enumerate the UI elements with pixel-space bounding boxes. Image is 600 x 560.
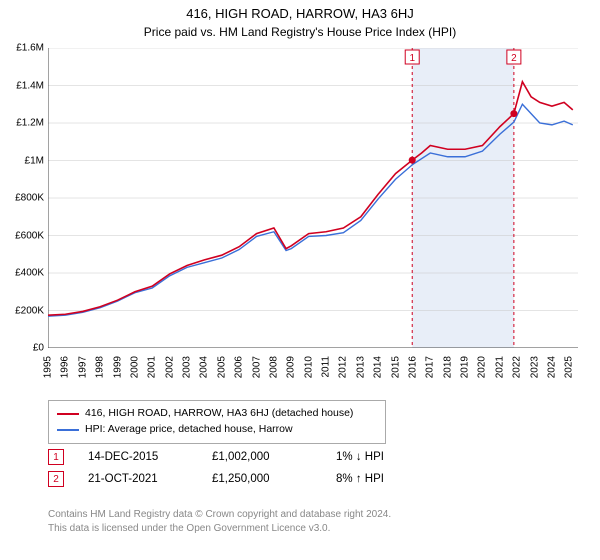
x-tick-label: 1998	[95, 356, 106, 378]
y-tick-label: £1M	[0, 155, 44, 166]
x-tick-label: 2016	[407, 356, 418, 378]
x-tick-label: 2003	[182, 356, 193, 378]
svg-text:1: 1	[409, 53, 415, 64]
svg-text:2: 2	[511, 53, 517, 64]
x-tick-label: 2012	[338, 356, 349, 378]
legend-label: 416, HIGH ROAD, HARROW, HA3 6HJ (detache…	[85, 406, 353, 422]
chart-plot: 12	[48, 48, 578, 348]
y-tick-label: £1.2M	[0, 118, 44, 129]
sale-badge: 1	[48, 449, 64, 465]
chart-container: { "title": "416, HIGH ROAD, HARROW, HA3 …	[0, 0, 600, 560]
y-tick-label: £200K	[0, 305, 44, 316]
y-tick-label: £1.6M	[0, 43, 44, 54]
y-tick-label: £400K	[0, 268, 44, 279]
x-tick-label: 2023	[529, 356, 540, 378]
x-tick-label: 2008	[268, 356, 279, 378]
sale-delta: 8% ↑ HPI	[336, 473, 384, 485]
legend-swatch	[57, 429, 79, 431]
y-tick-label: £800K	[0, 193, 44, 204]
legend-swatch	[57, 413, 79, 415]
legend-item: 416, HIGH ROAD, HARROW, HA3 6HJ (detache…	[57, 406, 377, 422]
sale-row: 1 14-DEC-2015 £1,002,000 1% ↓ HPI	[48, 446, 578, 468]
x-tick-label: 2011	[321, 356, 332, 378]
x-tick-label: 2006	[234, 356, 245, 378]
x-tick-label: 2017	[425, 356, 436, 378]
sale-badge: 2	[48, 471, 64, 487]
footer-line: Contains HM Land Registry data © Crown c…	[48, 508, 578, 522]
x-axis-ticks: 1995199619971998199920002001200220032004…	[48, 350, 578, 398]
x-tick-label: 2009	[286, 356, 297, 378]
legend-item: HPI: Average price, detached house, Harr…	[57, 422, 377, 438]
chart-title: 416, HIGH ROAD, HARROW, HA3 6HJ	[0, 0, 600, 21]
x-tick-label: 2025	[564, 356, 575, 378]
sales-table: 1 14-DEC-2015 £1,002,000 1% ↓ HPI 2 21-O…	[48, 446, 578, 490]
x-tick-label: 1999	[112, 356, 123, 378]
sale-row: 2 21-OCT-2021 £1,250,000 8% ↑ HPI	[48, 468, 578, 490]
x-tick-label: 2005	[216, 356, 227, 378]
x-tick-label: 2020	[477, 356, 488, 378]
x-tick-label: 2013	[355, 356, 366, 378]
sale-price: £1,002,000	[212, 451, 312, 463]
x-tick-label: 1997	[77, 356, 88, 378]
x-tick-label: 2002	[164, 356, 175, 378]
footer-line: This data is licensed under the Open Gov…	[48, 522, 578, 536]
sale-price: £1,250,000	[212, 473, 312, 485]
x-tick-label: 2001	[147, 356, 158, 378]
y-tick-label: £0	[0, 343, 44, 354]
legend: 416, HIGH ROAD, HARROW, HA3 6HJ (detache…	[48, 400, 386, 444]
x-tick-label: 1995	[43, 356, 54, 378]
x-tick-label: 2007	[251, 356, 262, 378]
y-tick-label: £1.4M	[0, 80, 44, 91]
footer: Contains HM Land Registry data © Crown c…	[48, 508, 578, 535]
x-tick-label: 2000	[129, 356, 140, 378]
x-tick-label: 2021	[494, 356, 505, 378]
x-tick-label: 2019	[460, 356, 471, 378]
x-tick-label: 2022	[512, 356, 523, 378]
x-tick-label: 2015	[390, 356, 401, 378]
x-tick-label: 2024	[546, 356, 557, 378]
x-tick-label: 1996	[60, 356, 71, 378]
sale-date: 21-OCT-2021	[88, 473, 188, 485]
x-tick-label: 2004	[199, 356, 210, 378]
y-tick-label: £600K	[0, 230, 44, 241]
x-tick-label: 2018	[442, 356, 453, 378]
sale-date: 14-DEC-2015	[88, 451, 188, 463]
legend-label: HPI: Average price, detached house, Harr…	[85, 422, 293, 438]
sale-delta: 1% ↓ HPI	[336, 451, 384, 463]
x-tick-label: 2010	[303, 356, 314, 378]
chart-subtitle: Price paid vs. HM Land Registry's House …	[0, 21, 600, 43]
x-tick-label: 2014	[373, 356, 384, 378]
